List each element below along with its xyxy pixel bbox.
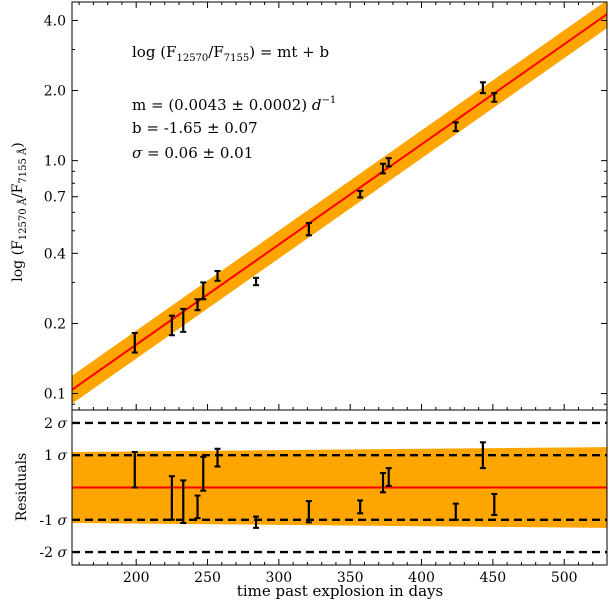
data-point — [380, 162, 387, 175]
main-y-tick-label: 4.0 — [44, 13, 66, 29]
main-panel: 0.1 0.2 0.4 0.7 1.0 2.0 4.0 log (F12570/F7155)… — [10, 1, 608, 411]
residual-point — [180, 479, 187, 525]
intercept-annotation: b = -1.65 ± 0.07 — [132, 119, 258, 137]
main-y-axis-label: log (F12570 Å/F7155 Å) — [10, 142, 29, 281]
residual-y-tick-label: -1 σ — [39, 513, 67, 529]
x-tick-label: 450 — [479, 570, 506, 586]
main-y-tick-label: 0.4 — [44, 246, 66, 262]
x-tick-label: 400 — [408, 570, 435, 586]
main-y-tick-label: 0.2 — [44, 316, 66, 332]
data-point — [200, 281, 207, 301]
residuals-plot-area — [72, 421, 607, 554]
x-axis-label: time past explosion in days — [237, 582, 443, 600]
data-point — [357, 189, 364, 199]
x-tick-label: 500 — [551, 570, 578, 586]
residuals-y-axis-label: Residuals — [14, 453, 30, 521]
residual-point — [214, 447, 221, 468]
main-y-tick-label: 0.7 — [44, 190, 66, 206]
data-point — [452, 121, 459, 133]
residuals-axes-frame — [71, 409, 608, 566]
data-point — [253, 276, 260, 287]
residual-point — [200, 455, 207, 492]
residual-point — [357, 499, 364, 515]
fit-equation: log (F12570/F7155) = mt + b — [132, 43, 329, 64]
residual-y-tick-label: 1 σ — [44, 448, 67, 464]
data-point — [479, 81, 486, 95]
residual-point — [305, 500, 312, 524]
sigma-annotation: σ = 0.06 ± 0.01 — [132, 144, 253, 162]
data-point — [214, 269, 221, 282]
x-tick-label: 250 — [194, 570, 221, 586]
main-ticks: 0.1 0.2 0.4 0.7 1.0 2.0 4.0 — [44, 2, 608, 410]
residual-point — [194, 494, 201, 520]
main-y-tick-label: 1.0 — [44, 154, 66, 170]
residual-y-tick-label: -2 σ — [39, 545, 67, 561]
residuals-panel: -2 σ -1 σ 1 σ 2 σ 200 250 300 350 400 450 500 Resi… — [14, 409, 608, 586]
data-point — [305, 221, 312, 237]
residual-point — [253, 515, 260, 529]
residual-point — [452, 502, 459, 521]
residual-y-tick-label: 2 σ — [44, 416, 67, 432]
residual-point — [479, 441, 486, 470]
x-tick-label: 200 — [123, 570, 150, 586]
fit-line — [72, 12, 607, 391]
residual-point — [168, 475, 175, 521]
data-point — [131, 331, 138, 354]
residual-point — [380, 471, 387, 494]
residual-point — [131, 450, 138, 489]
main-plot-area — [72, 2, 607, 404]
x-tick-label: 300 — [265, 570, 292, 586]
residual-point — [491, 492, 498, 516]
residual-point — [385, 467, 392, 487]
residuals-ticks: -2 σ -1 σ 1 σ 2 σ 200 250 300 350 400 450 500 — [39, 416, 608, 586]
main-y-tick-label: 2.0 — [44, 84, 66, 100]
data-point — [168, 314, 175, 337]
data-point — [491, 92, 498, 103]
main-y-tick-label: 0.1 — [44, 387, 66, 403]
data-point — [180, 307, 187, 333]
data-point — [385, 157, 392, 168]
slope-annotation: m = (0.0043 ± 0.0002) d−1 — [132, 95, 336, 114]
data-point — [194, 298, 201, 312]
x-tick-label: 350 — [337, 570, 364, 586]
